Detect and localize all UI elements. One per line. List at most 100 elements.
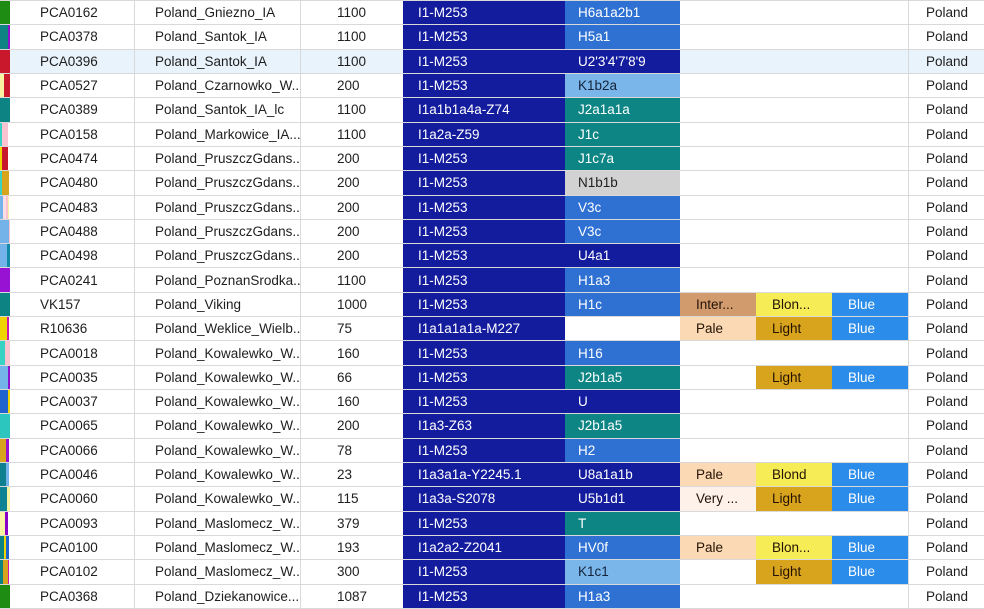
hair-color-cell[interactable] xyxy=(756,123,832,146)
eye-color-cell[interactable] xyxy=(832,585,908,608)
skin-color-cell[interactable]: Pale xyxy=(680,535,756,560)
eye-color-cell[interactable] xyxy=(832,341,908,364)
table-row[interactable]: PCA0093 Poland_Maslomecz_W... 379 I1-M25… xyxy=(0,511,984,536)
eye-color-cell[interactable]: Blue xyxy=(832,462,908,487)
site-name-cell[interactable]: Poland_Kowalewko_W... xyxy=(135,414,301,438)
date-value-cell[interactable]: 200 xyxy=(337,175,360,191)
site-name-cell[interactable]: Poland_PruszczGdans... xyxy=(135,171,301,195)
eye-color-cell[interactable] xyxy=(832,414,908,437)
date-value-cell[interactable]: 1000 xyxy=(337,296,368,312)
skin-color-cell[interactable] xyxy=(680,123,756,146)
eye-color-cell[interactable] xyxy=(832,220,908,243)
site-name-cell[interactable]: Poland_Gniezno_IA xyxy=(135,1,301,25)
eye-color-cell[interactable] xyxy=(832,390,908,413)
sample-id-cell[interactable]: PCA0060 xyxy=(10,487,135,511)
date-value-cell[interactable]: 1100 xyxy=(337,29,367,45)
hair-color-cell[interactable]: Light xyxy=(756,560,832,584)
sample-id-cell[interactable]: PCA0066 xyxy=(10,438,135,462)
country-cell[interactable]: Poland xyxy=(908,1,984,25)
y-haplogroup-cell[interactable]: I1-M253 xyxy=(403,1,565,25)
date-value-cell[interactable]: 200 xyxy=(337,151,360,167)
table-row[interactable]: PCA0241 Poland_PoznanSrodka... 1100 I1-M… xyxy=(0,268,984,293)
mt-haplogroup-cell[interactable]: H1c xyxy=(565,292,680,317)
site-name-cell[interactable]: Poland_Kowalewko_W... xyxy=(135,438,301,462)
country-cell[interactable]: Poland xyxy=(908,341,984,365)
date-value-cell[interactable]: 75 xyxy=(337,321,353,337)
skin-color-cell[interactable] xyxy=(680,390,756,413)
mt-haplogroup-cell[interactable]: T xyxy=(565,511,680,535)
eye-color-cell[interactable] xyxy=(832,50,908,73)
table-row[interactable]: PCA0378 Poland_Santok_IA 1100 I1-M253 H5… xyxy=(0,25,984,50)
country-cell[interactable]: Poland xyxy=(908,219,984,244)
hair-color-cell[interactable] xyxy=(756,147,832,170)
table-row[interactable]: VK157 Poland_Viking 1000 I1-M253 H1c Int… xyxy=(0,292,984,318)
country-cell[interactable]: Poland xyxy=(908,171,984,195)
y-haplogroup-cell[interactable]: I1-M253 xyxy=(403,244,565,268)
date-value-cell[interactable]: 379 xyxy=(337,515,360,531)
sample-id-cell[interactable]: VK157 xyxy=(10,292,135,317)
sample-id-cell[interactable]: PCA0488 xyxy=(10,219,135,244)
skin-color-cell[interactable] xyxy=(680,25,756,48)
country-cell[interactable]: Poland xyxy=(908,317,984,341)
y-haplogroup-cell[interactable]: I1a1b1a4a-Z74 xyxy=(403,98,565,122)
mt-haplogroup-cell[interactable]: V3c xyxy=(565,219,680,244)
table-row[interactable]: PCA0480 Poland_PruszczGdans... 200 I1-M2… xyxy=(0,171,984,196)
y-haplogroup-cell[interactable]: I1a3a-S2078 xyxy=(403,487,565,511)
site-name-cell[interactable]: Poland_Kowalewko_W... xyxy=(135,390,301,414)
country-cell[interactable]: Poland xyxy=(908,244,984,268)
eye-color-cell[interactable] xyxy=(832,147,908,170)
hair-color-cell[interactable] xyxy=(756,196,832,219)
hair-color-cell[interactable] xyxy=(756,268,832,291)
date-value-cell[interactable]: 115 xyxy=(337,491,359,507)
mt-haplogroup-cell[interactable] xyxy=(565,317,680,340)
table-row[interactable]: PCA0396 Poland_Santok_IA 1100 I1-M253 U2… xyxy=(0,49,984,74)
eye-color-cell[interactable] xyxy=(832,171,908,194)
site-name-cell[interactable]: Poland_Maslomecz_W... xyxy=(135,535,301,560)
mt-haplogroup-cell[interactable]: J1c7a xyxy=(565,146,680,171)
hair-color-cell[interactable]: Light xyxy=(756,365,832,389)
sample-id-cell[interactable]: PCA0093 xyxy=(10,511,135,535)
skin-color-cell[interactable] xyxy=(680,414,756,437)
y-haplogroup-cell[interactable]: I1a1a1a1a-M227 xyxy=(403,317,565,341)
country-cell[interactable]: Poland xyxy=(908,195,984,219)
site-name-cell[interactable]: Poland_Maslomecz_W... xyxy=(135,560,301,584)
date-value-cell[interactable]: 200 xyxy=(337,223,360,239)
hair-color-cell[interactable] xyxy=(756,341,832,364)
skin-color-cell[interactable] xyxy=(680,341,756,364)
site-name-cell[interactable]: Poland_PruszczGdans... xyxy=(135,146,301,171)
table-row[interactable]: PCA0018 Poland_Kowalewko_W... 160 I1-M25… xyxy=(0,341,984,366)
table-row[interactable]: PCA0474 Poland_PruszczGdans... 200 I1-M2… xyxy=(0,146,984,172)
hair-color-cell[interactable] xyxy=(756,98,832,121)
mt-haplogroup-cell[interactable]: J2b1a5 xyxy=(565,414,680,438)
table-row[interactable]: PCA0065 Poland_Kowalewko_W... 200 I1a3-Z… xyxy=(0,414,984,439)
site-name-cell[interactable]: Poland_PruszczGdans... xyxy=(135,219,301,244)
skin-color-cell[interactable] xyxy=(680,98,756,121)
hair-color-cell[interactable] xyxy=(756,439,832,462)
skin-color-cell[interactable] xyxy=(680,585,756,608)
hair-color-cell[interactable] xyxy=(756,220,832,243)
table-row[interactable]: R10636 Poland_Weklice_Wielb... 75 I1a1a1… xyxy=(0,317,984,342)
mt-haplogroup-cell[interactable]: J1c xyxy=(565,122,680,146)
y-haplogroup-cell[interactable]: I1-M253 xyxy=(403,365,565,389)
eye-color-cell[interactable] xyxy=(832,268,908,291)
sample-id-cell[interactable]: PCA0378 xyxy=(10,25,135,49)
skin-color-cell[interactable]: Pale xyxy=(680,317,756,341)
site-name-cell[interactable]: Poland_Viking xyxy=(135,292,301,317)
mt-haplogroup-cell[interactable]: U4a1 xyxy=(565,244,680,268)
sample-id-cell[interactable]: PCA0389 xyxy=(10,98,135,122)
date-value-cell[interactable]: 193 xyxy=(337,540,360,556)
table-row[interactable]: PCA0158 Poland_Markowice_IA... 1100 I1a2… xyxy=(0,122,984,147)
date-value-cell[interactable]: 160 xyxy=(337,345,360,361)
y-haplogroup-cell[interactable]: I1-M253 xyxy=(403,341,565,365)
site-name-cell[interactable]: Poland_Maslomecz_W... xyxy=(135,511,301,535)
site-name-cell[interactable]: Poland_PruszczGdans... xyxy=(135,195,301,219)
sample-id-cell[interactable]: PCA0527 xyxy=(10,73,135,98)
eye-color-cell[interactable]: Blue xyxy=(832,487,908,511)
hair-color-cell[interactable] xyxy=(756,512,832,535)
eye-color-cell[interactable]: Blue xyxy=(832,292,908,317)
skin-color-cell[interactable]: Inter... xyxy=(680,292,756,317)
date-value-cell[interactable]: 200 xyxy=(337,78,360,94)
eye-color-cell[interactable] xyxy=(832,439,908,462)
date-value-cell[interactable]: 1087 xyxy=(337,588,368,604)
mt-haplogroup-cell[interactable]: H6a1a2b1 xyxy=(565,1,680,25)
